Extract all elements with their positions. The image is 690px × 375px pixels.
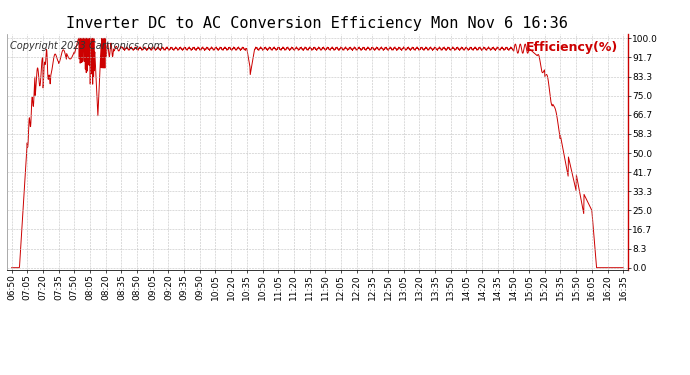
Text: Copyright 2023 Cartronics.com: Copyright 2023 Cartronics.com — [10, 41, 163, 51]
Text: Efficiency(%): Efficiency(%) — [526, 41, 618, 54]
Title: Inverter DC to AC Conversion Efficiency Mon Nov 6 16:36: Inverter DC to AC Conversion Efficiency … — [66, 16, 569, 31]
